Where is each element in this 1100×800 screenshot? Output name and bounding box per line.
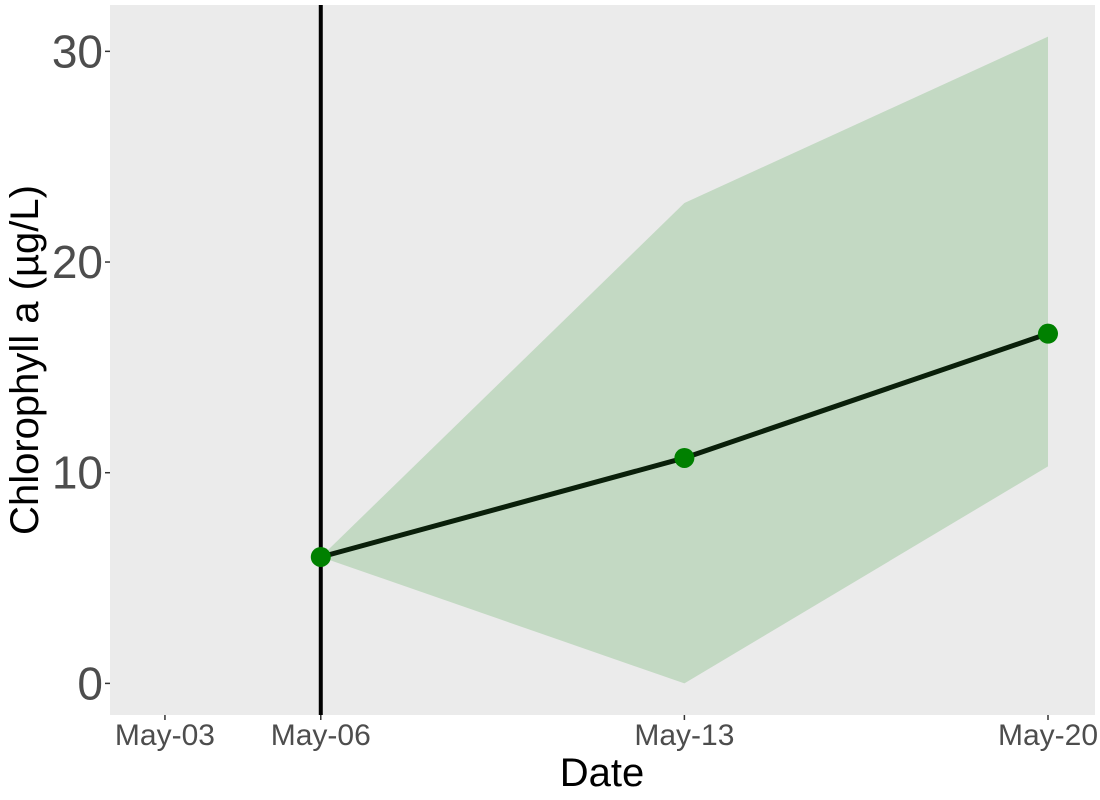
y-tick-label: 20: [52, 236, 103, 288]
x-tick-label: May-20: [998, 719, 1098, 752]
confidence-band: [320, 36, 1048, 684]
y-tick-label: 10: [52, 447, 103, 499]
x-axis-title: Date: [560, 751, 645, 795]
y-tick-label: 30: [52, 25, 103, 77]
x-tick-label: May-06: [271, 719, 371, 752]
data-point: [674, 447, 695, 468]
x-tick-label: May-03: [115, 719, 215, 752]
y-tick-label: 0: [77, 657, 103, 709]
x-axis: May-03 May-06 May-13 May-20: [115, 715, 1098, 752]
data-point: [310, 546, 331, 567]
data-points: [310, 323, 1058, 567]
y-axis-title: Chlorophyll a (µg/L): [3, 185, 47, 535]
y-axis: 0 10 20 30: [52, 25, 110, 709]
data-point: [1038, 323, 1058, 344]
x-tick-label: May-13: [634, 719, 734, 752]
confidence-band-layer: [320, 36, 1048, 684]
